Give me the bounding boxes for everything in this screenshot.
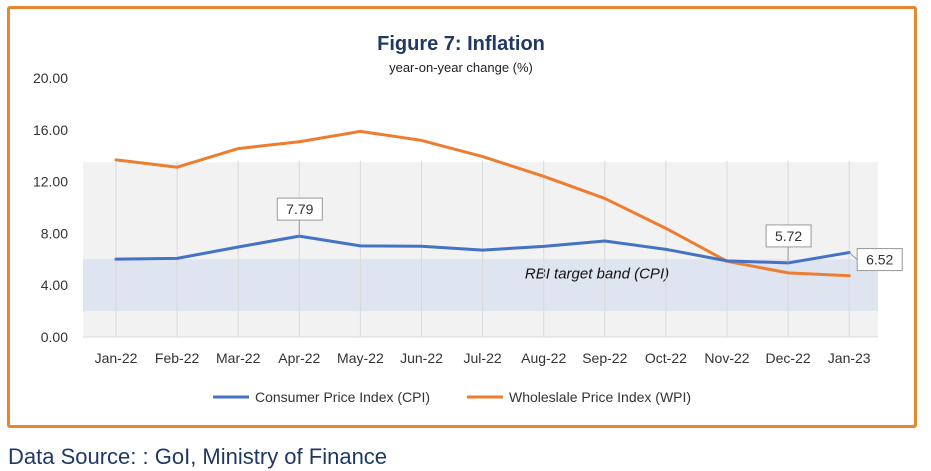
data-label-text: 7.79	[286, 201, 313, 217]
chart-subtitle: year-on-year change (%)	[389, 60, 533, 75]
target-band-label: RBI target band (CPI)	[525, 266, 669, 283]
x-tick-label: Jan-23	[828, 350, 871, 366]
y-tick-label: 12.00	[33, 174, 68, 190]
data-label-text: 6.52	[866, 252, 893, 268]
data-label-text: 5.72	[775, 228, 802, 244]
x-tick-label: Jul-22	[464, 350, 502, 366]
legend-item: Consumer Price Index (CPI)	[213, 389, 430, 405]
x-tick-label: Mar-22	[216, 350, 261, 366]
data-label-box	[276, 197, 323, 221]
y-tick-label: 8.00	[41, 225, 68, 241]
x-tick-label: Nov-22	[704, 350, 749, 366]
x-tick-label: Jan-22	[95, 350, 138, 366]
x-tick-label: Sep-22	[582, 350, 627, 366]
x-tick-label: Jun-22	[400, 350, 443, 366]
data-label: 5.72	[765, 224, 812, 263]
legend-item: Wholeslale Price Index (WPI)	[467, 389, 691, 405]
x-tick-label: Feb-22	[155, 350, 200, 366]
data-label-box	[765, 224, 812, 248]
data-label-box	[856, 248, 903, 272]
data-label: 6.52	[848, 248, 903, 272]
chart-title: Figure 7: Inflation	[377, 33, 545, 55]
y-tick-label: 16.00	[33, 122, 68, 138]
series-line	[114, 234, 851, 265]
y-tick-label: 4.00	[41, 277, 68, 293]
x-tick-label: May-22	[337, 350, 384, 366]
data-label-leader	[848, 252, 858, 260]
x-tick-label: Oct-22	[645, 350, 687, 366]
x-tick-label: Apr-22	[278, 350, 320, 366]
data-source-note: Data Source: : GoI, Ministry of Finance	[8, 444, 388, 469]
x-tick-label: Aug-22	[521, 350, 566, 366]
data-label: 7.79	[276, 197, 323, 237]
target-band	[83, 259, 878, 312]
y-tick-label: 0.00	[41, 329, 68, 345]
legend-label: Consumer Price Index (CPI)	[255, 389, 430, 405]
y-tick-label: 20.00	[33, 70, 68, 86]
x-tick-label: Dec-22	[766, 350, 811, 366]
inflation-chart: Figure 7: Inflation year-on-year change …	[33, 33, 903, 405]
legend-label: Wholeslale Price Index (WPI)	[509, 389, 691, 405]
